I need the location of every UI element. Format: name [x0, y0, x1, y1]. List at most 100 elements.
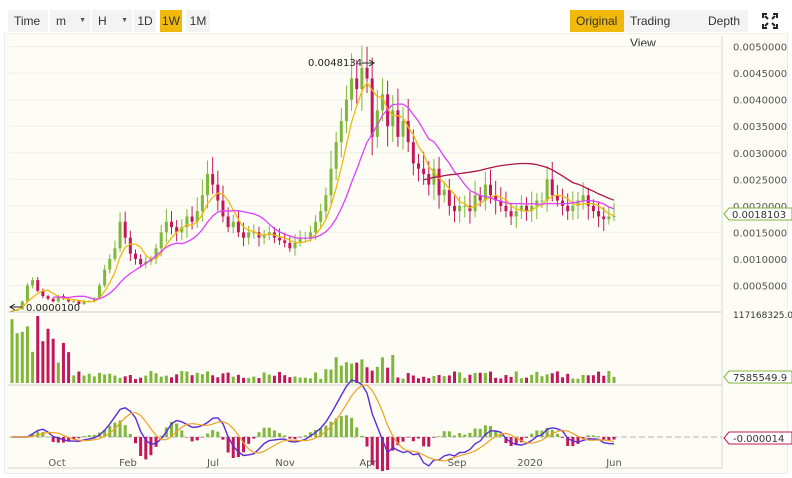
volume-bar	[283, 375, 287, 383]
volume-bar	[272, 375, 276, 383]
candle-body	[566, 205, 570, 212]
time-axis-label: Nov	[275, 458, 295, 469]
price-tick-label: 0.0005000	[733, 281, 787, 292]
volume-bar	[247, 378, 251, 383]
volume-bar	[452, 371, 456, 383]
macd-histogram-bar	[242, 437, 246, 453]
volume-bar	[180, 371, 184, 383]
macd-histogram-bar	[139, 437, 143, 456]
macd-histogram-bar	[72, 437, 76, 440]
candle-body	[77, 301, 81, 305]
volume-bar	[185, 371, 189, 383]
original-view-button[interactable]: Original	[570, 10, 624, 32]
macd-histogram-bar	[612, 437, 616, 440]
macd-histogram-bar	[334, 418, 338, 437]
macd-histogram-bar	[432, 437, 436, 438]
macd-histogram-bar	[123, 425, 127, 437]
time-axis-label: Oct	[48, 458, 65, 469]
fullscreen-icon[interactable]	[762, 13, 778, 29]
time-button[interactable]: Time	[8, 10, 48, 32]
volume-bar	[36, 316, 40, 383]
candle-body	[293, 243, 297, 249]
candle-body	[206, 174, 210, 196]
volume-bar	[597, 371, 601, 383]
interval-1d-button[interactable]: 1D	[134, 10, 156, 32]
volume-bar	[540, 376, 544, 383]
volume-bar	[514, 371, 518, 383]
macd-histogram-bar	[442, 431, 446, 437]
volume-bar	[499, 378, 503, 383]
minute-label: m	[56, 14, 66, 28]
volume-bar	[406, 373, 410, 383]
volume-bar	[293, 376, 297, 383]
macd-histogram-bar	[298, 437, 302, 438]
volume-bar	[170, 377, 174, 383]
macd-histogram-bar	[46, 436, 50, 437]
macd-histogram-bar	[406, 437, 410, 438]
candle-body	[350, 78, 354, 100]
candle-body	[597, 211, 601, 217]
candle-body	[185, 216, 189, 228]
candle-body	[175, 227, 179, 233]
ma-mid-line	[53, 103, 615, 300]
candle-body	[159, 232, 163, 249]
candle-body	[494, 195, 498, 201]
depth-button[interactable]: Depth	[702, 10, 748, 32]
candle-body	[298, 237, 302, 243]
macd-histogram-bar	[175, 423, 179, 437]
macd-histogram-bar	[216, 431, 220, 437]
candle-body	[360, 67, 364, 90]
macd-histogram-bar	[607, 437, 611, 441]
macd-histogram-bar	[519, 437, 523, 443]
volume-bar	[437, 375, 441, 383]
volume-bar	[314, 372, 318, 383]
candle-body	[489, 184, 493, 196]
macd-histogram-bar	[36, 431, 40, 437]
candle-body	[334, 142, 338, 169]
current-price-label: 0.0018103	[732, 210, 786, 221]
macd-histogram-bar	[339, 416, 343, 437]
volume-bar	[391, 355, 395, 383]
candle-body	[416, 163, 420, 169]
volume-bar	[113, 375, 117, 383]
chart-toolbar: Time m ▼ H ▼ 1D 1W 1M Original Trading Vie…	[4, 4, 788, 50]
volume-bar	[525, 377, 529, 383]
caret-down-icon: ▼	[121, 17, 128, 24]
interval-1w-button[interactable]: 1W	[160, 10, 182, 32]
candle-body	[278, 237, 282, 241]
macd-histogram-bar	[586, 435, 590, 437]
macd-histogram-bar	[211, 429, 215, 437]
candle-body	[396, 110, 400, 137]
macd-histogram-bar	[597, 436, 601, 437]
minute-dropdown[interactable]: m ▼	[50, 10, 90, 32]
volume-bar	[447, 375, 451, 383]
price-tick-label: 0.0015000	[733, 228, 787, 239]
macd-histogram-bar	[427, 437, 431, 447]
macd-histogram-bar	[391, 437, 395, 451]
macd-histogram-bar	[319, 428, 323, 437]
candle-body	[612, 215, 616, 217]
volume-bar	[72, 375, 76, 383]
candle-body	[591, 205, 595, 212]
macd-histogram-bar	[190, 437, 194, 442]
macd-histogram-bar	[458, 433, 462, 437]
macd-histogram-bar	[56, 437, 60, 443]
interval-1m-button[interactable]: 1M	[186, 10, 210, 32]
candle-body	[56, 296, 60, 302]
macd-histogram-bar	[200, 437, 204, 438]
volume-bar	[530, 374, 534, 383]
candle-body	[200, 195, 204, 212]
macd-histogram-bar	[31, 433, 35, 437]
time-axis-label: Sep	[448, 458, 467, 469]
ma-slow-line	[423, 162, 615, 201]
candle-body	[195, 211, 199, 222]
hour-dropdown[interactable]: H ▼	[92, 10, 132, 32]
candle-body	[46, 296, 50, 299]
volume-bar	[334, 357, 338, 383]
macd-histogram-bar	[499, 435, 503, 437]
volume-bar	[133, 378, 137, 383]
candle-body	[514, 211, 518, 217]
candle-body	[82, 301, 86, 305]
candle-body	[550, 179, 554, 196]
